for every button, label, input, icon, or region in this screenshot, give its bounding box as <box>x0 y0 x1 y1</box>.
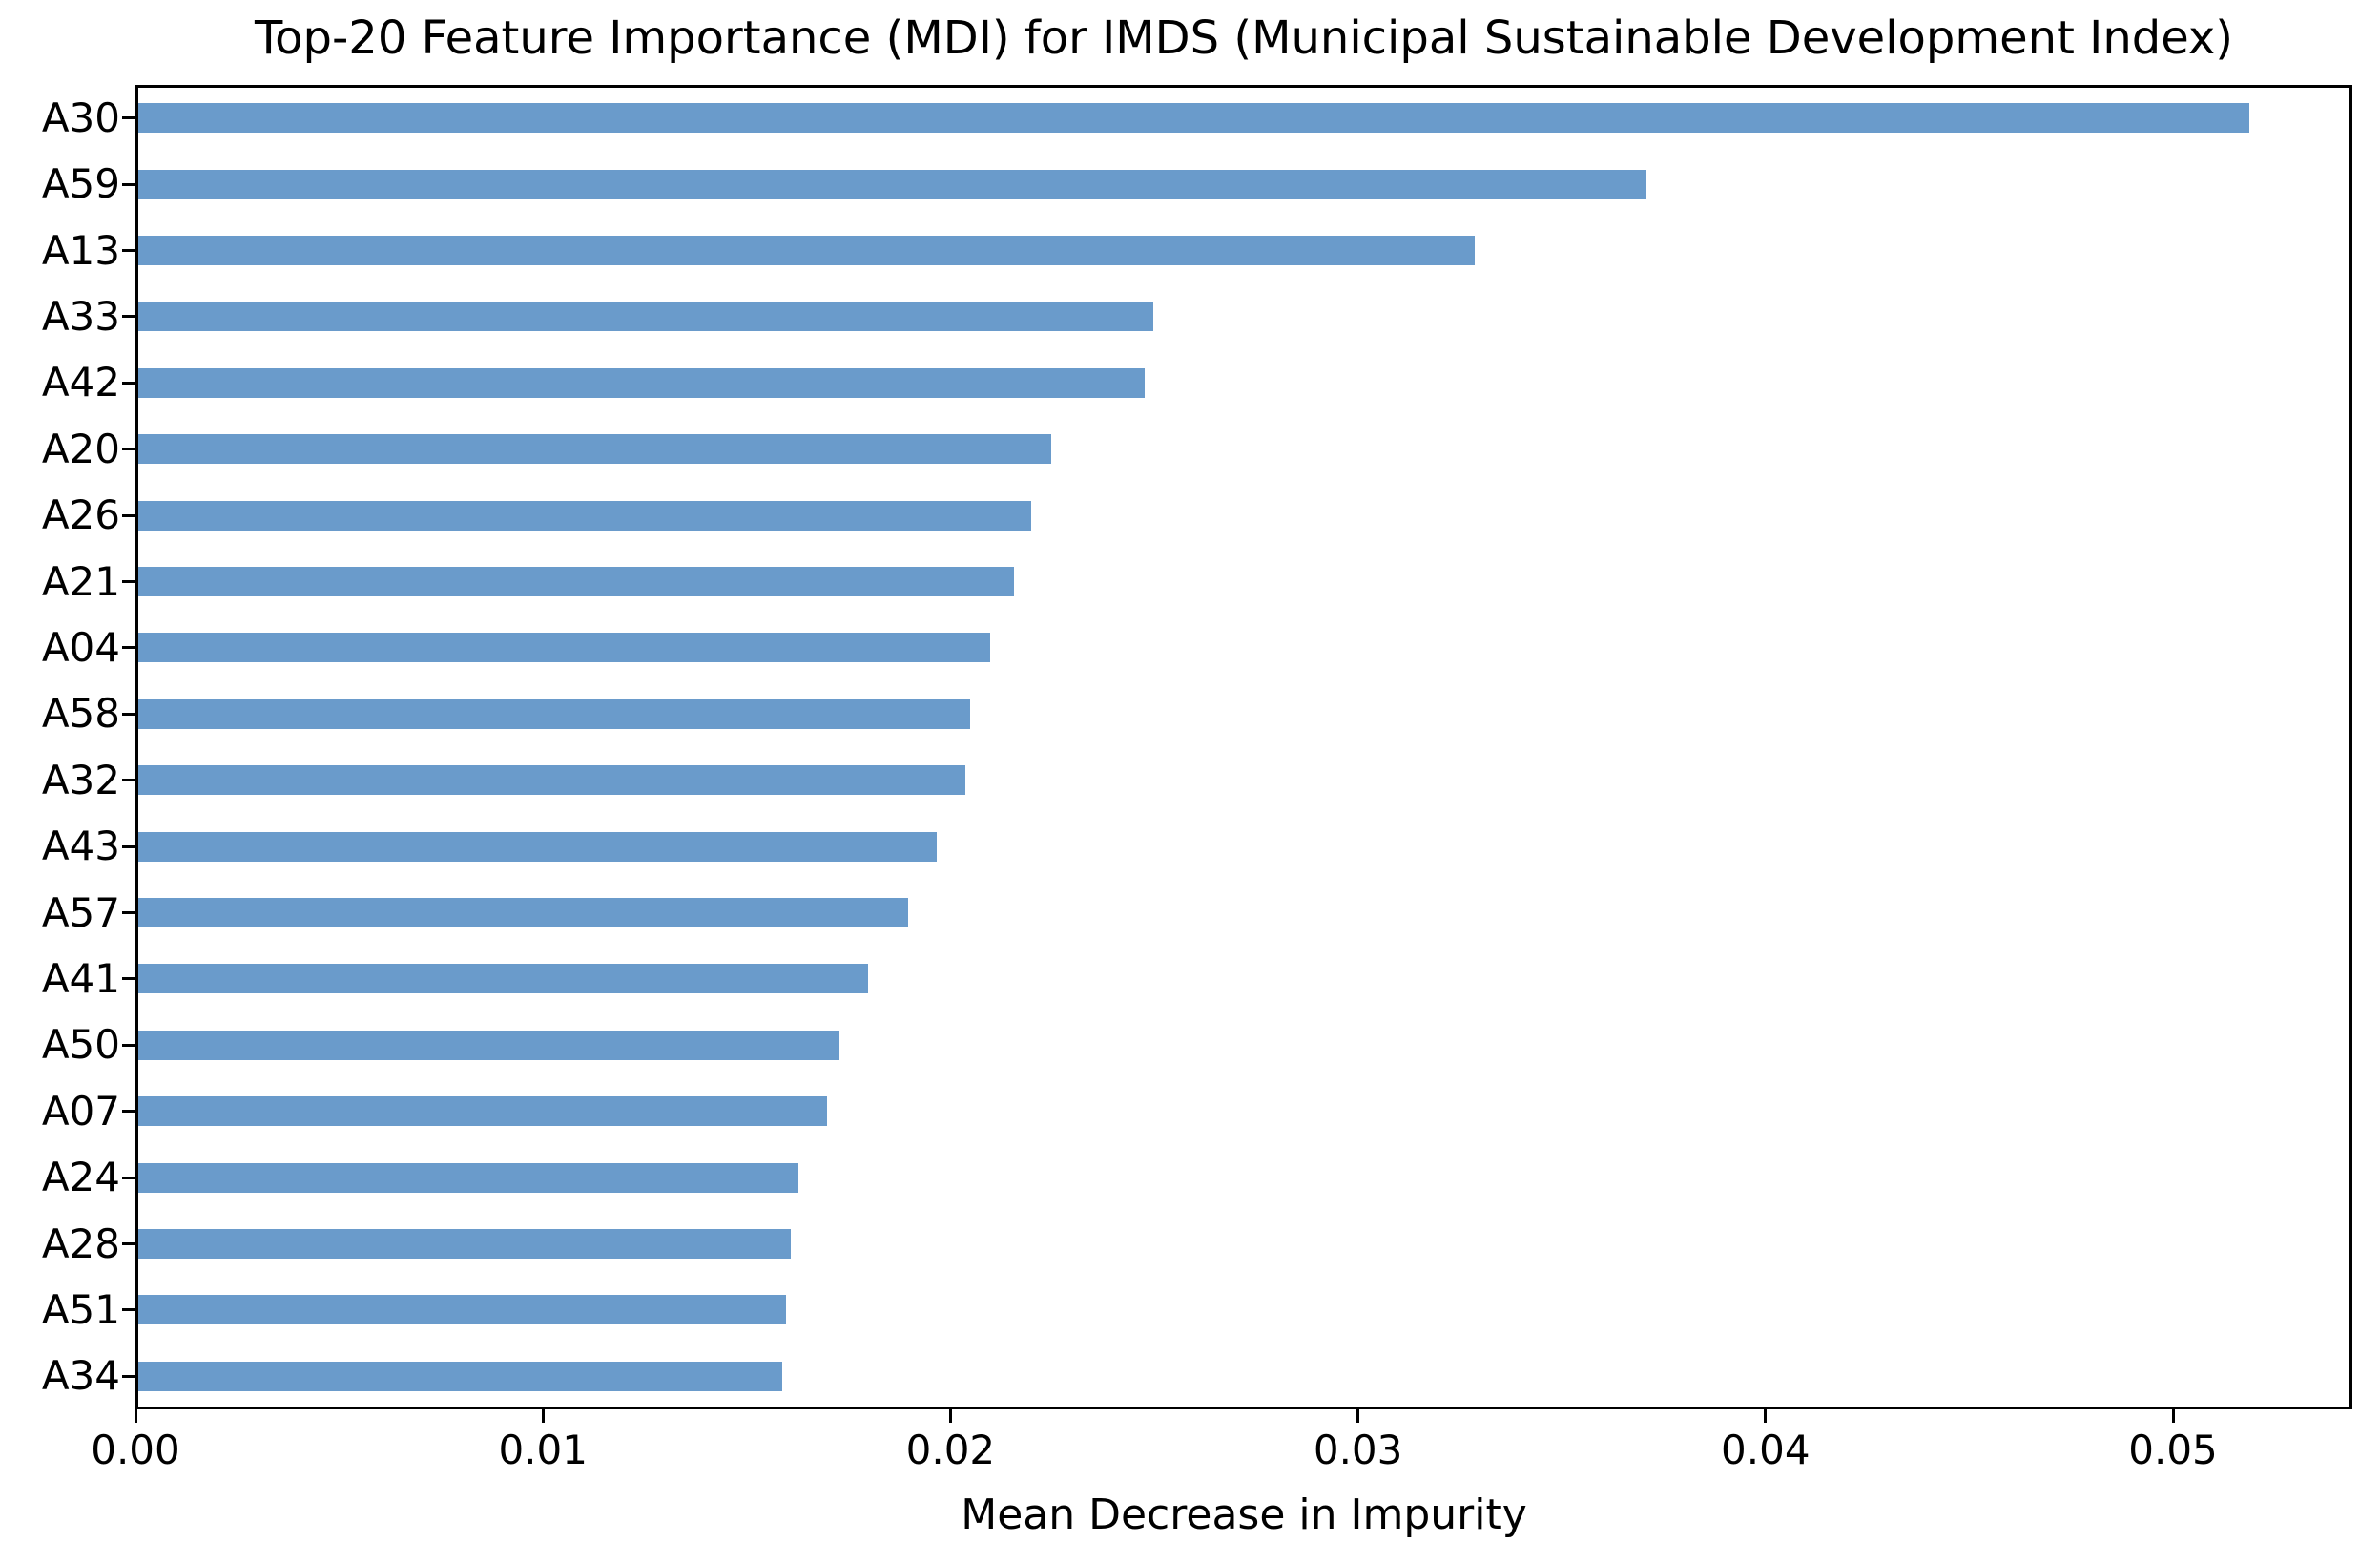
y-tick-label-A41: A41 <box>41 954 120 1002</box>
bar-A33 <box>138 302 1153 332</box>
y-tick-mark <box>122 315 135 319</box>
y-tick-mark <box>122 844 135 848</box>
y-tick-label-A24: A24 <box>41 1154 120 1201</box>
bar-A21 <box>138 567 1015 596</box>
y-tick-mark <box>122 448 135 451</box>
y-tick-label-A34: A34 <box>41 1352 120 1400</box>
bar-A43 <box>138 831 938 862</box>
y-tick-label-A20: A20 <box>41 425 120 472</box>
bar-A51 <box>138 1295 787 1325</box>
bar-A20 <box>138 434 1051 465</box>
y-tick-mark <box>122 977 135 981</box>
plot-area <box>135 85 2352 1409</box>
bar-A26 <box>138 500 1031 531</box>
y-tick-label-A42: A42 <box>41 359 120 406</box>
y-tick-label-A43: A43 <box>41 823 120 870</box>
y-tick-label-A33: A33 <box>41 292 120 340</box>
y-tick-label-A59: A59 <box>41 160 120 208</box>
y-tick-mark <box>122 1110 135 1114</box>
bar-A28 <box>138 1229 791 1259</box>
y-tick-label-A26: A26 <box>41 491 120 539</box>
y-tick-label-A04: A04 <box>41 623 120 671</box>
bar-A07 <box>138 1096 827 1127</box>
bar-A42 <box>138 367 1146 398</box>
y-tick-label-A21: A21 <box>41 557 120 605</box>
x-tick-mark <box>541 1409 545 1423</box>
bar-A34 <box>138 1361 782 1391</box>
y-tick-mark <box>122 1176 135 1179</box>
bar-A04 <box>138 633 990 663</box>
y-tick-label-A30: A30 <box>41 94 120 141</box>
y-tick-mark <box>122 1242 135 1245</box>
x-tick-label-0.03: 0.03 <box>1313 1427 1403 1473</box>
y-tick-mark <box>122 182 135 186</box>
x-tick-label-0.02: 0.02 <box>905 1427 996 1473</box>
bar-A58 <box>138 698 970 729</box>
y-tick-mark <box>122 779 135 782</box>
y-tick-label-A32: A32 <box>41 756 120 803</box>
y-tick-label-A51: A51 <box>41 1285 120 1333</box>
y-tick-mark <box>122 580 135 583</box>
y-tick-label-A07: A07 <box>41 1087 120 1135</box>
y-tick-mark <box>122 513 135 517</box>
bar-A24 <box>138 1162 799 1193</box>
x-tick-label-0.00: 0.00 <box>91 1427 180 1473</box>
y-tick-mark <box>122 249 135 252</box>
y-tick-label-A28: A28 <box>41 1219 120 1267</box>
y-tick-label-A13: A13 <box>41 226 120 274</box>
bar-A50 <box>138 1030 839 1060</box>
y-tick-mark <box>122 381 135 385</box>
x-tick-mark <box>948 1409 952 1423</box>
y-tick-mark <box>122 911 135 914</box>
bar-A41 <box>138 964 868 994</box>
y-tick-label-A57: A57 <box>41 888 120 936</box>
bar-A57 <box>138 898 909 927</box>
y-tick-mark <box>122 646 135 650</box>
bar-A32 <box>138 765 966 796</box>
y-tick-mark <box>122 1374 135 1378</box>
x-tick-label-0.04: 0.04 <box>1721 1427 1811 1473</box>
bar-A13 <box>138 236 1476 265</box>
y-tick-mark <box>122 1043 135 1047</box>
x-tick-mark <box>134 1409 137 1423</box>
y-tick-mark <box>122 712 135 716</box>
y-tick-mark <box>122 116 135 120</box>
y-tick-label-A50: A50 <box>41 1021 120 1069</box>
y-tick-label-A58: A58 <box>41 690 120 738</box>
x-axis-label: Mean Decrease in Impurity <box>961 1490 1527 1539</box>
bar-A59 <box>138 169 1646 199</box>
x-tick-mark <box>1764 1409 1768 1423</box>
x-tick-label-0.01: 0.01 <box>498 1427 588 1473</box>
y-tick-mark <box>122 1308 135 1312</box>
x-tick-mark <box>2171 1409 2175 1423</box>
bar-A30 <box>138 103 2249 134</box>
x-tick-label-0.05: 0.05 <box>2128 1427 2218 1473</box>
chart-title: Top-20 Feature Importance (MDI) for IMDS… <box>254 11 2234 65</box>
x-tick-mark <box>1356 1409 1360 1423</box>
